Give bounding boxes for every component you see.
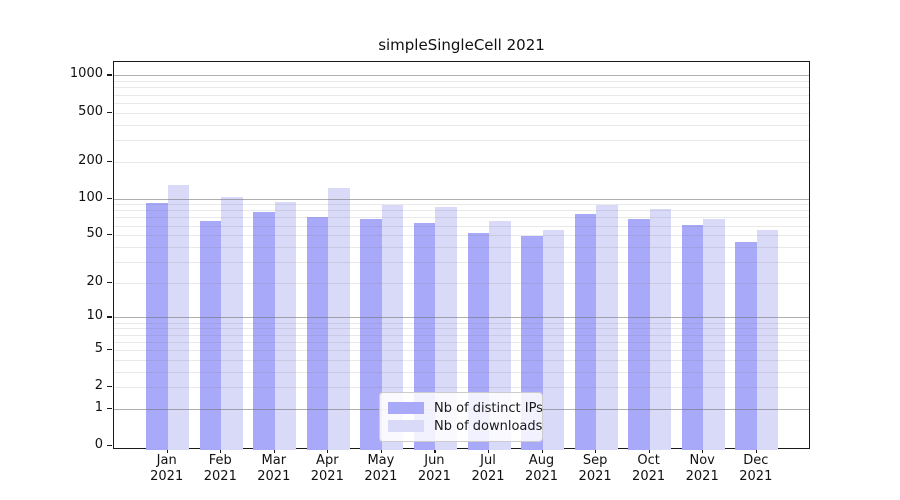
plot-area: Nb of distinct IPs Nb of downloads	[113, 61, 810, 450]
x-tick-nov	[702, 449, 704, 453]
gridline-200	[114, 161, 809, 163]
y-tick-10	[107, 316, 112, 318]
bar-distinct-ips-dec	[735, 241, 757, 450]
y-tick-1000	[107, 74, 112, 76]
y-tick-label-50: 50	[86, 226, 103, 242]
y-tick-label-100: 100	[78, 189, 103, 205]
gridline-600	[114, 102, 809, 104]
bar-distinct-ips-sep	[574, 213, 597, 450]
chart-title: simpleSingleCell 2021	[378, 36, 545, 54]
legend-label-downloads: Nb of downloads	[434, 418, 543, 434]
bar-downloads-jun	[435, 207, 457, 450]
legend-item-downloads: Nb of downloads	[388, 417, 542, 435]
y-tick-100	[107, 197, 112, 199]
gridline-700	[114, 94, 809, 96]
bar-downloads-nov	[703, 218, 725, 450]
x-tick-label-jan: Jan 2021	[150, 453, 184, 484]
x-tick-dec	[755, 449, 757, 453]
y-tick-label-1000: 1000	[69, 66, 103, 82]
x-tick-label-oct: Oct 2021	[632, 453, 666, 484]
bar-downloads-oct	[649, 209, 672, 450]
y-tick-label-10: 10	[86, 308, 103, 324]
bar-distinct-ips-nov	[681, 224, 704, 450]
legend-swatch-distinct-ips	[388, 402, 424, 414]
x-tick-apr	[327, 449, 329, 453]
y-tick-label-1: 1	[94, 399, 103, 415]
legend-swatch-downloads	[388, 420, 424, 432]
x-tick-label-mar: Mar 2021	[257, 453, 291, 484]
y-tick-label-0: 0	[94, 437, 103, 452]
bar-distinct-ips-mar	[253, 212, 275, 450]
x-tick-sep	[595, 449, 597, 453]
x-tick-mar	[273, 449, 275, 453]
y-tick-2	[107, 386, 112, 388]
gridline-500	[114, 112, 809, 114]
x-tick-jan	[166, 449, 168, 453]
bar-downloads-dec	[756, 230, 779, 450]
y-tick-1	[107, 407, 112, 409]
y-tick-label-200: 200	[78, 152, 103, 168]
x-tick-label-jul: Jul 2021	[471, 453, 505, 484]
legend-item-distinct-ips: Nb of distinct IPs	[388, 399, 543, 417]
bar-distinct-ips-apr	[306, 216, 329, 450]
y-tick-5	[107, 348, 112, 351]
y-tick-0	[107, 445, 112, 447]
x-tick-label-apr: Apr 2021	[310, 453, 344, 484]
bar-downloads-may	[381, 204, 404, 450]
gridline-400	[114, 124, 809, 126]
x-tick-may	[380, 449, 383, 453]
gridline-80	[114, 210, 809, 212]
legend: Nb of distinct IPs Nb of downloads	[379, 392, 543, 442]
bar-distinct-ips-oct	[628, 218, 650, 450]
bar-downloads-mar	[274, 202, 297, 450]
bar-downloads-aug	[542, 230, 564, 450]
bar-downloads-jan	[167, 184, 190, 450]
x-tick-label-may: May 2021	[364, 453, 398, 484]
y-tick-500	[107, 111, 112, 113]
bar-distinct-ips-feb	[199, 220, 222, 450]
bar-downloads-feb	[221, 196, 243, 450]
legend-label-distinct-ips: Nb of distinct IPs	[434, 400, 543, 416]
y-tick-label-20: 20	[86, 273, 103, 289]
y-tick-label-2: 2	[94, 378, 103, 394]
x-tick-oct	[648, 449, 650, 453]
gridline-300	[114, 139, 809, 141]
x-tick-feb	[220, 449, 222, 453]
x-tick-label-feb: Feb 2021	[203, 453, 237, 484]
gridline-1000	[114, 75, 809, 77]
x-tick-label-sep: Sep 2021	[578, 453, 612, 484]
bar-distinct-ips-jan	[146, 202, 168, 450]
gridline-900	[114, 81, 809, 83]
y-tick-20	[107, 281, 112, 283]
x-tick-label-aug: Aug 2021	[524, 453, 559, 484]
y-tick-label-500: 500	[78, 103, 103, 119]
gridline-800	[114, 87, 809, 89]
x-tick-jun	[434, 449, 436, 453]
x-tick-label-dec: Dec 2021	[739, 453, 773, 484]
gridline-100	[114, 198, 809, 200]
y-tick-50	[107, 234, 112, 236]
gridline-90	[114, 204, 809, 206]
x-tick-label-jun: Jun 2021	[417, 453, 451, 484]
y-tick-200	[107, 160, 112, 162]
bar-downloads-apr	[328, 188, 350, 450]
x-tick-aug	[541, 449, 543, 453]
y-tick-label-5: 5	[94, 340, 103, 356]
bar-downloads-sep	[596, 205, 618, 450]
bar-distinct-ips-may	[360, 218, 382, 450]
x-tick-jul	[488, 449, 490, 453]
x-tick-label-nov: Nov 2021	[685, 453, 719, 484]
